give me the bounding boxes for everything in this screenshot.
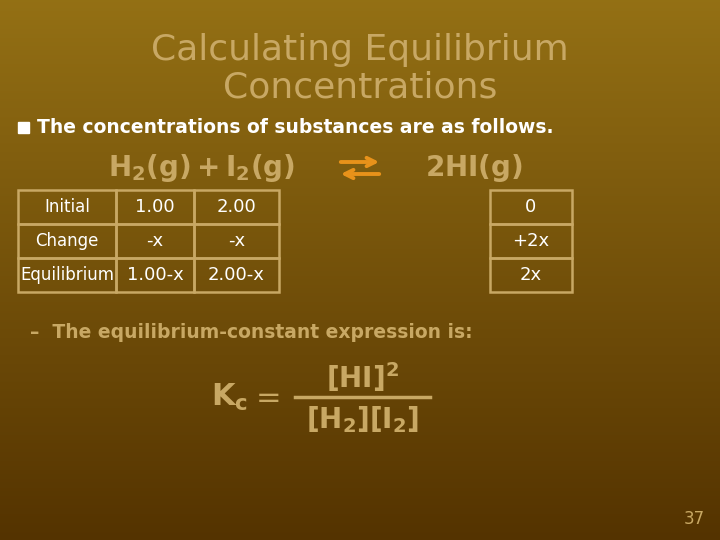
Text: 2x: 2x: [520, 266, 542, 284]
Text: The concentrations of substances are as follows.: The concentrations of substances are as …: [37, 118, 554, 137]
Text: Concentrations: Concentrations: [222, 71, 498, 105]
Text: 1.00: 1.00: [135, 198, 175, 216]
Text: Initial: Initial: [44, 198, 90, 216]
Text: $\mathbf{H_2(g)+I_2(g)}$: $\mathbf{H_2(g)+I_2(g)}$: [108, 152, 295, 184]
Text: -x: -x: [146, 232, 163, 250]
Bar: [490, 258, 572, 292]
Text: 0: 0: [526, 198, 536, 216]
Text: 37: 37: [684, 510, 705, 528]
Bar: [194, 258, 279, 292]
Text: $\mathbf{2HI(g)}$: $\mathbf{2HI(g)}$: [425, 152, 523, 184]
Text: -x: -x: [228, 232, 245, 250]
Bar: [490, 224, 572, 258]
Text: Change: Change: [35, 232, 99, 250]
Bar: [116, 258, 194, 292]
Bar: [18, 224, 116, 258]
Bar: [18, 258, 116, 292]
Text: Calculating Equilibrium: Calculating Equilibrium: [151, 33, 569, 67]
Text: $\mathbf{[HI]^2}$: $\mathbf{[HI]^2}$: [326, 360, 399, 394]
Text: $\mathbf{[H_2][I_2]}$: $\mathbf{[H_2][I_2]}$: [306, 404, 419, 435]
Bar: [18, 190, 116, 224]
Text: 2.00: 2.00: [217, 198, 256, 216]
Bar: [194, 224, 279, 258]
Bar: [194, 190, 279, 224]
Text: –  The equilibrium-constant expression is:: – The equilibrium-constant expression is…: [30, 322, 472, 341]
Text: 1.00-x: 1.00-x: [127, 266, 184, 284]
Text: 2.00-x: 2.00-x: [208, 266, 265, 284]
Text: $\mathbf{K_c}$: $\mathbf{K_c}$: [212, 381, 248, 413]
Bar: [116, 224, 194, 258]
Bar: [18, 122, 29, 133]
Bar: [490, 190, 572, 224]
Text: Equilibrium: Equilibrium: [20, 266, 114, 284]
Text: $=$: $=$: [250, 382, 280, 411]
Text: +2x: +2x: [513, 232, 549, 250]
Bar: [116, 190, 194, 224]
